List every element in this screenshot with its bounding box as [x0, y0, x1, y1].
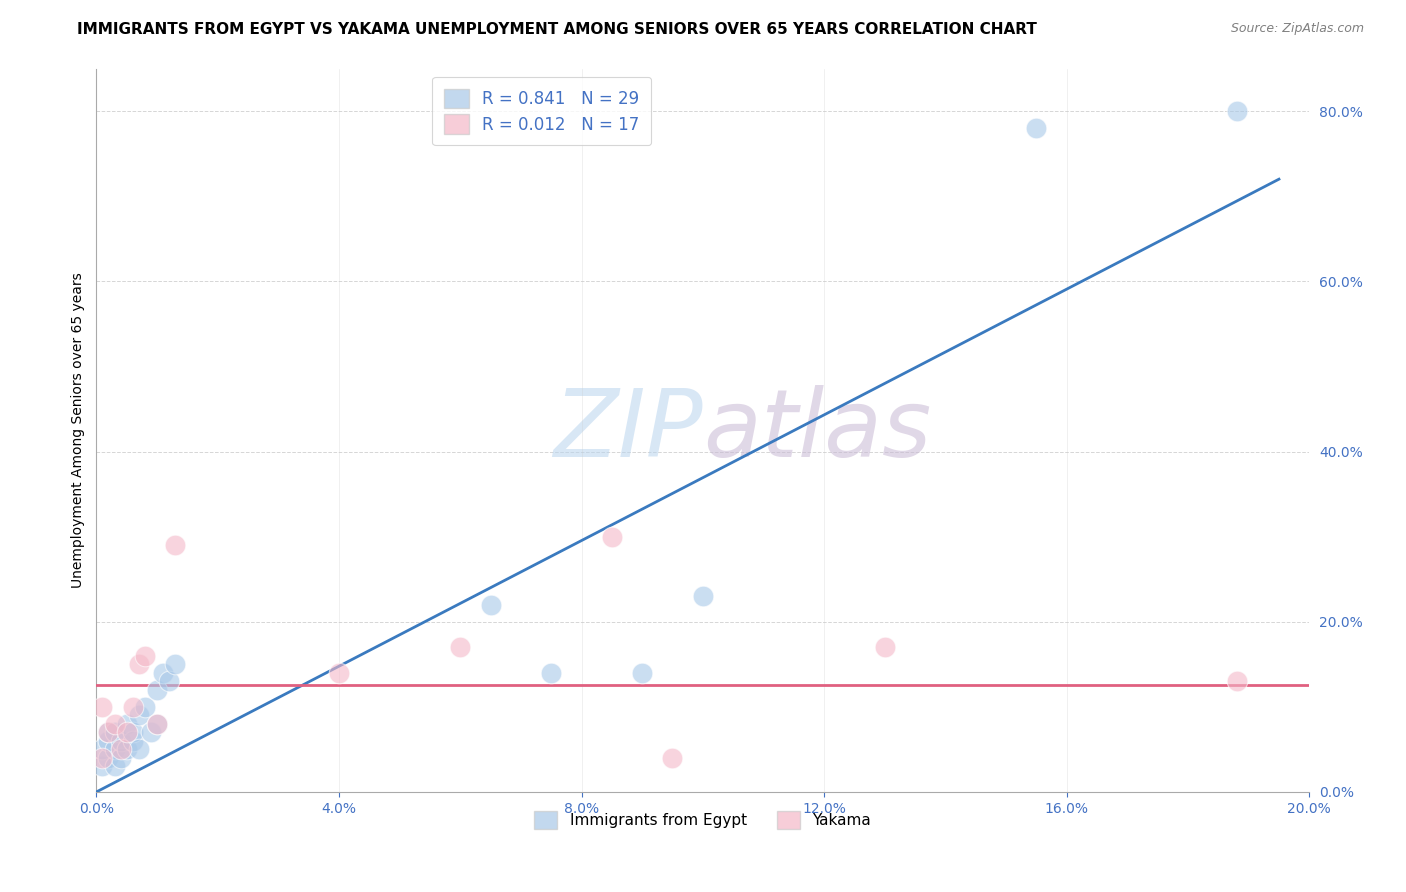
Point	[97, 734, 120, 748]
Point	[600, 530, 623, 544]
Point	[103, 759, 125, 773]
Point	[540, 665, 562, 680]
Legend: Immigrants from Egypt, Yakama: Immigrants from Egypt, Yakama	[529, 805, 877, 835]
Point	[165, 538, 187, 552]
Point	[115, 725, 138, 739]
Point	[121, 699, 143, 714]
Point	[134, 648, 156, 663]
Point	[110, 742, 132, 756]
Point	[1225, 104, 1247, 119]
Point	[157, 674, 180, 689]
Point	[1025, 121, 1047, 136]
Point	[146, 682, 169, 697]
Text: Source: ZipAtlas.com: Source: ZipAtlas.com	[1230, 22, 1364, 36]
Point	[139, 725, 162, 739]
Point	[692, 589, 714, 603]
Point	[873, 640, 896, 655]
Point	[479, 598, 502, 612]
Point	[152, 665, 174, 680]
Point	[115, 742, 138, 756]
Point	[146, 717, 169, 731]
Point	[103, 725, 125, 739]
Point	[146, 717, 169, 731]
Point	[103, 717, 125, 731]
Point	[1225, 674, 1247, 689]
Point	[165, 657, 187, 672]
Point	[97, 725, 120, 739]
Point	[134, 699, 156, 714]
Point	[110, 734, 132, 748]
Point	[128, 742, 150, 756]
Point	[121, 734, 143, 748]
Point	[103, 742, 125, 756]
Point	[128, 657, 150, 672]
Point	[661, 751, 683, 765]
Point	[97, 751, 120, 765]
Point	[449, 640, 471, 655]
Point	[115, 717, 138, 731]
Point	[121, 725, 143, 739]
Point	[91, 751, 114, 765]
Point	[91, 742, 114, 756]
Text: atlas: atlas	[703, 384, 931, 475]
Point	[91, 699, 114, 714]
Point	[128, 708, 150, 723]
Y-axis label: Unemployment Among Seniors over 65 years: Unemployment Among Seniors over 65 years	[72, 272, 86, 588]
Point	[91, 759, 114, 773]
Text: IMMIGRANTS FROM EGYPT VS YAKAMA UNEMPLOYMENT AMONG SENIORS OVER 65 YEARS CORRELA: IMMIGRANTS FROM EGYPT VS YAKAMA UNEMPLOY…	[77, 22, 1038, 37]
Point	[328, 665, 350, 680]
Point	[97, 725, 120, 739]
Point	[110, 751, 132, 765]
Text: ZIP: ZIP	[553, 384, 703, 475]
Point	[631, 665, 654, 680]
